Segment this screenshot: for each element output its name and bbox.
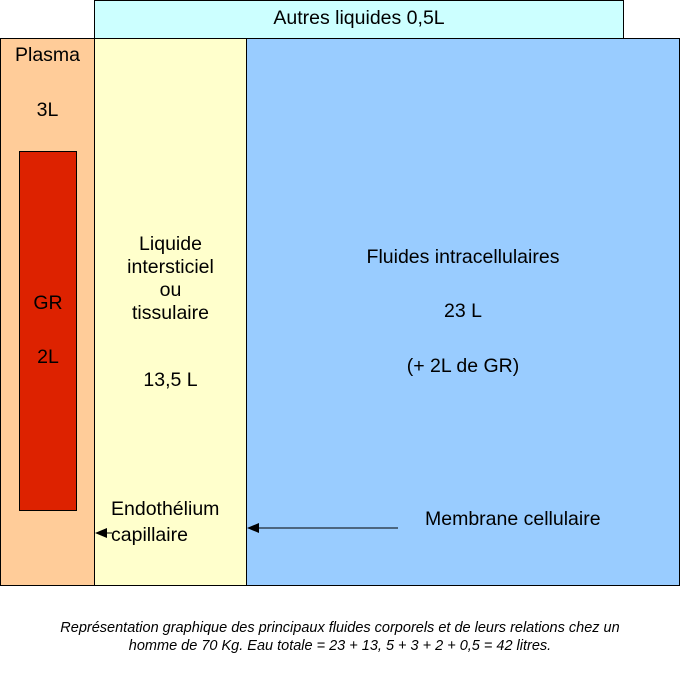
- interstitial-fluid-label: Liquide intersticiel ou tissulaire: [94, 233, 247, 325]
- interstitial-label-line: intersticiel: [127, 256, 214, 278]
- intracellular-fluid-note: (+ 2L de GR): [406, 355, 520, 377]
- intracellular-fluid-label: Fluides intracellulaires: [366, 246, 560, 268]
- endothelium-label-line2: capillaire: [111, 524, 188, 546]
- caption-line2: homme de 70 Kg. Eau totale = 23 + 13, 5 …: [128, 638, 552, 654]
- other-liquids-box: [94, 0, 624, 39]
- interstitial-label-line: Liquide: [139, 233, 202, 255]
- cell-membrane-arrow: [247, 523, 398, 533]
- interstitial-label-line: tissulaire: [132, 302, 209, 324]
- figure-caption: Représentation graphique des principaux …: [10, 619, 670, 655]
- interstitial-fluid-box: [94, 38, 247, 586]
- endothelium-label-line1: Endothélium: [111, 498, 220, 520]
- red-blood-cells-label: GR: [33, 292, 63, 314]
- red-blood-cells-box: [19, 151, 77, 511]
- interstitial-fluid-volume: 13,5 L: [143, 369, 198, 391]
- cell-membrane-label: Membrane cellulaire: [425, 508, 601, 530]
- interstitial-label-line: ou: [159, 279, 182, 301]
- intracellular-fluid-box: [246, 38, 680, 586]
- plasma-volume: 3L: [36, 99, 59, 121]
- plasma-label: Plasma: [14, 44, 81, 66]
- endothelium-arrow: [95, 528, 112, 538]
- intracellular-fluid-volume: 23 L: [444, 300, 482, 322]
- red-blood-cells-volume: 2L: [37, 346, 59, 368]
- other-liquids-label: Autres liquides 0,5L: [273, 7, 445, 29]
- caption-line1: Représentation graphique des principaux …: [60, 620, 620, 636]
